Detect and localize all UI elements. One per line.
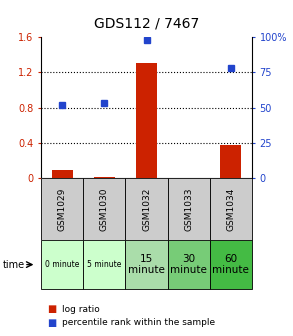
Text: GSM1032: GSM1032	[142, 187, 151, 231]
FancyBboxPatch shape	[83, 240, 125, 289]
Text: 5 minute: 5 minute	[87, 260, 122, 269]
Bar	[94, 177, 115, 178]
Bar	[52, 170, 73, 178]
FancyBboxPatch shape	[210, 240, 252, 289]
Text: log ratio: log ratio	[62, 305, 99, 313]
Text: 15
minute: 15 minute	[128, 254, 165, 276]
Text: GSM1030: GSM1030	[100, 187, 109, 231]
Text: percentile rank within the sample: percentile rank within the sample	[62, 318, 215, 327]
FancyBboxPatch shape	[210, 178, 252, 240]
Text: time: time	[3, 260, 25, 269]
FancyBboxPatch shape	[125, 178, 168, 240]
Bar	[136, 64, 157, 178]
FancyBboxPatch shape	[83, 178, 125, 240]
Text: GSM1033: GSM1033	[184, 187, 193, 231]
FancyBboxPatch shape	[125, 240, 168, 289]
Text: ■: ■	[47, 304, 56, 314]
Text: 0 minute: 0 minute	[45, 260, 79, 269]
FancyBboxPatch shape	[41, 240, 83, 289]
FancyBboxPatch shape	[168, 178, 210, 240]
Text: 60
minute: 60 minute	[212, 254, 249, 276]
Text: GSM1034: GSM1034	[226, 187, 235, 231]
Text: GSM1029: GSM1029	[58, 187, 67, 231]
FancyBboxPatch shape	[168, 240, 210, 289]
Text: ■: ■	[47, 318, 56, 328]
Text: GDS112 / 7467: GDS112 / 7467	[94, 16, 199, 31]
Bar	[220, 145, 241, 178]
Text: 30
minute: 30 minute	[170, 254, 207, 276]
FancyBboxPatch shape	[41, 178, 83, 240]
